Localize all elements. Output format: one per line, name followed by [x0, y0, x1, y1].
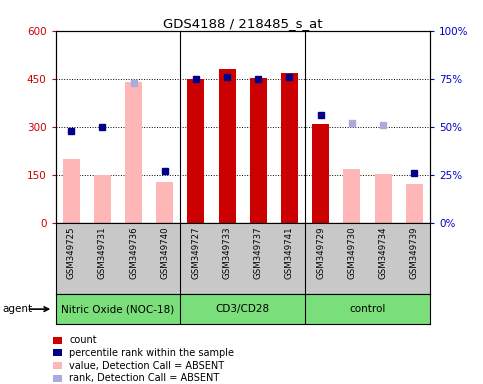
Text: GSM349729: GSM349729 [316, 226, 325, 279]
Text: CD3/CD28: CD3/CD28 [215, 304, 270, 314]
Text: agent: agent [2, 304, 32, 314]
Bar [374, 174, 392, 223]
Text: Nitric Oxide (NOC-18): Nitric Oxide (NOC-18) [61, 304, 174, 314]
Text: GSM349730: GSM349730 [347, 226, 356, 279]
Bar [250, 78, 267, 223]
Text: GSM349737: GSM349737 [254, 226, 263, 279]
Title: GDS4188 / 218485_s_at: GDS4188 / 218485_s_at [163, 17, 323, 30]
Text: GSM349734: GSM349734 [379, 226, 387, 279]
Text: count: count [69, 335, 97, 345]
Text: GSM349736: GSM349736 [129, 226, 138, 279]
Bar [63, 159, 80, 223]
Text: GSM349725: GSM349725 [67, 226, 76, 279]
Bar [94, 175, 111, 223]
Text: rank, Detection Call = ABSENT: rank, Detection Call = ABSENT [69, 373, 219, 383]
Bar [281, 73, 298, 223]
Text: percentile rank within the sample: percentile rank within the sample [69, 348, 234, 358]
Bar [156, 182, 173, 223]
Text: GSM349731: GSM349731 [98, 226, 107, 279]
Bar [312, 124, 329, 223]
Text: GSM349741: GSM349741 [285, 226, 294, 279]
Text: value, Detection Call = ABSENT: value, Detection Call = ABSENT [69, 361, 224, 371]
Text: GSM349727: GSM349727 [191, 226, 200, 279]
Bar [218, 69, 236, 223]
Bar [343, 169, 360, 223]
Text: GSM349733: GSM349733 [223, 226, 232, 279]
Bar [125, 82, 142, 223]
Bar [406, 184, 423, 223]
Text: GSM349739: GSM349739 [410, 226, 419, 279]
Text: GSM349740: GSM349740 [160, 226, 169, 279]
Text: control: control [349, 304, 385, 314]
Bar [187, 79, 204, 223]
